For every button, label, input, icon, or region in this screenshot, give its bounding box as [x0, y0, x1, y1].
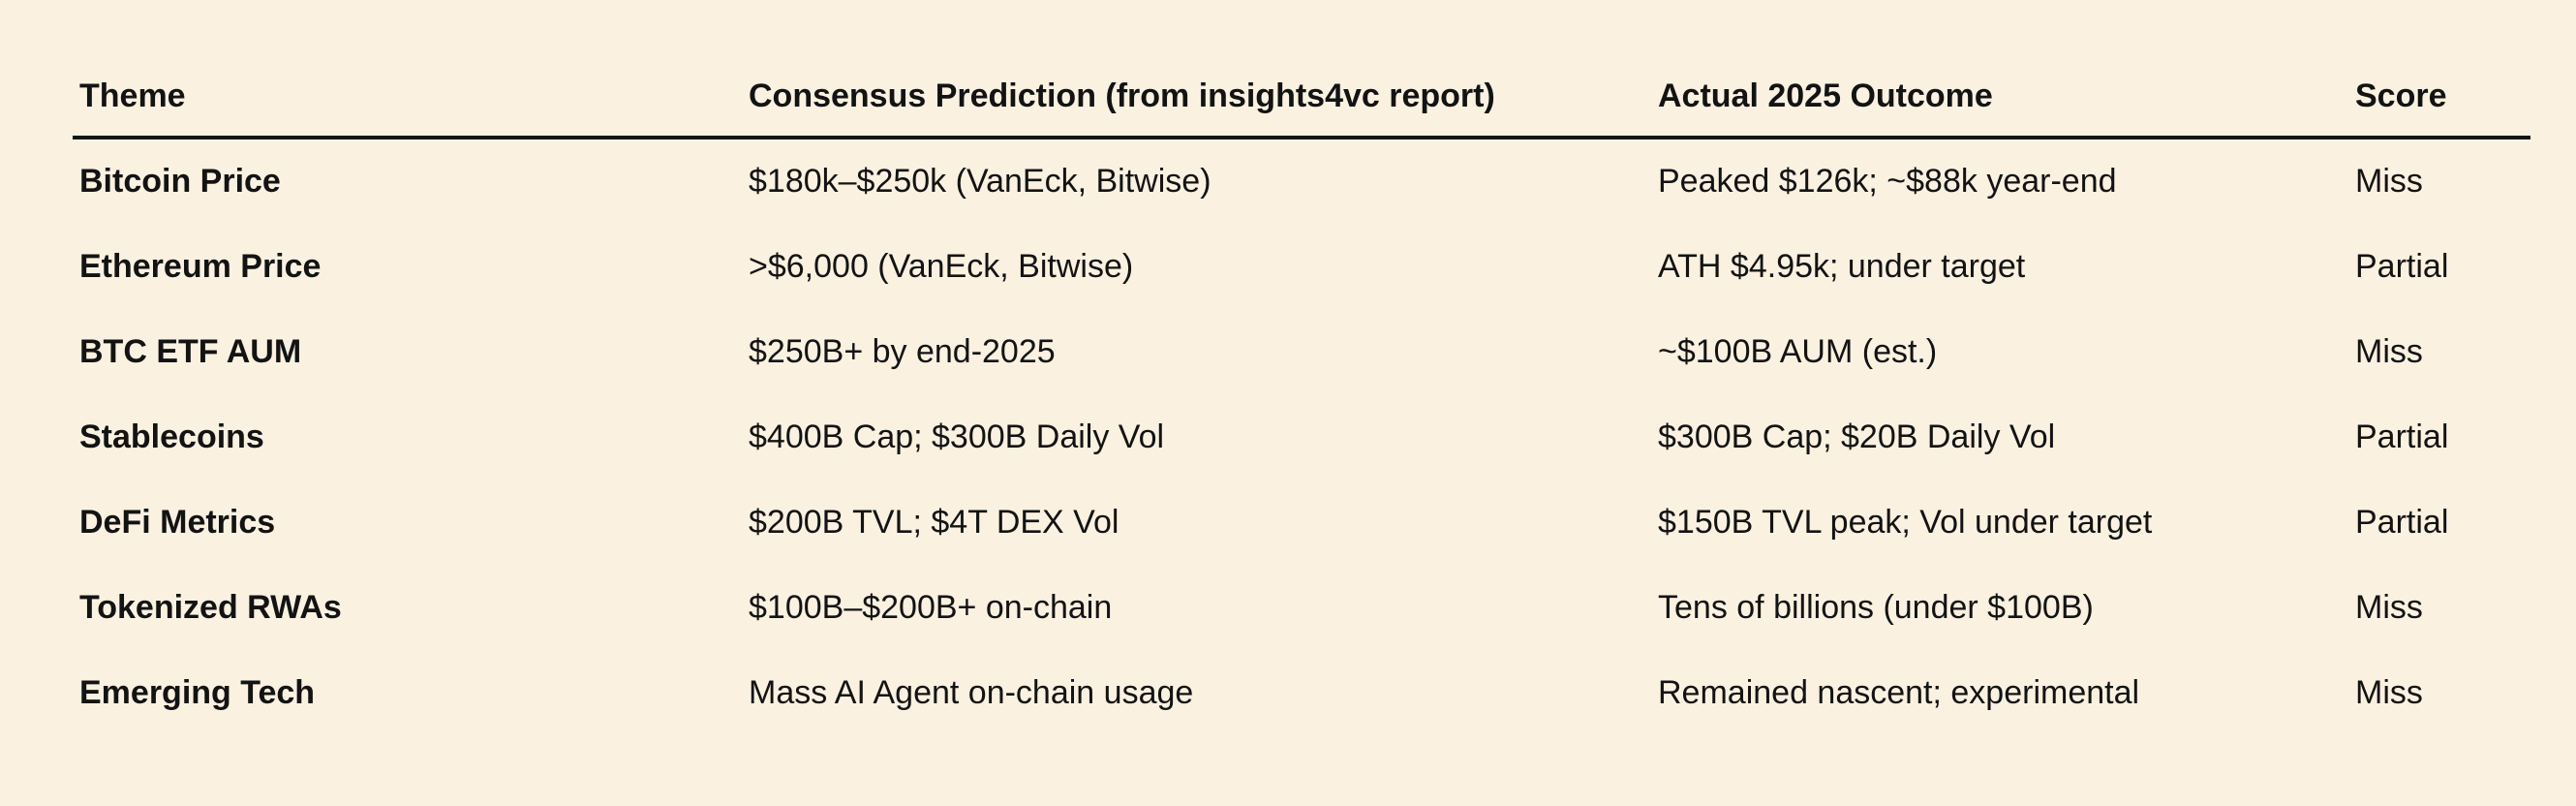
- outcome-cell: Remained nascent; experimental: [1658, 674, 2140, 712]
- score-cell: Partial: [2355, 418, 2449, 456]
- outcome-cell: Tens of billions (under $100B): [1658, 589, 2094, 627]
- outcome-cell: ATH $4.95k; under target: [1658, 248, 2026, 286]
- outcome-cell: $150B TVL peak; Vol under target: [1658, 504, 2153, 542]
- score-cell: Miss: [2355, 163, 2423, 201]
- outcome-cell: Peaked $126k; ~$88k year-end: [1658, 163, 2117, 201]
- score-cell: Partial: [2355, 504, 2449, 542]
- score-cell: Miss: [2355, 333, 2423, 371]
- prediction-cell: $100B–$200B+ on-chain: [749, 589, 1113, 627]
- table-row: Emerging Tech Mass AI Agent on-chain usa…: [73, 651, 2530, 736]
- score-cell: Miss: [2355, 589, 2423, 627]
- table-row: Tokenized RWAs $100B–$200B+ on-chain Ten…: [73, 566, 2530, 651]
- outcome-cell: $300B Cap; $20B Daily Vol: [1658, 418, 2056, 456]
- prediction-cell: $250B+ by end-2025: [749, 333, 1056, 371]
- table-row: Ethereum Price >$6,000 (VanEck, Bitwise)…: [73, 225, 2530, 310]
- table-row: DeFi Metrics $200B TVL; $4T DEX Vol $150…: [73, 480, 2530, 566]
- table-row: Stablecoins $400B Cap; $300B Daily Vol $…: [73, 395, 2530, 480]
- column-header-prediction: Consensus Prediction (from insights4vc r…: [749, 77, 1495, 114]
- column-header-outcome: Actual 2025 Outcome: [1658, 77, 1993, 114]
- table-row: BTC ETF AUM $250B+ by end-2025 ~$100B AU…: [73, 310, 2530, 395]
- table-row: Bitcoin Price $180k–$250k (VanEck, Bitwi…: [73, 140, 2530, 225]
- theme-cell: Tokenized RWAs: [79, 589, 342, 627]
- theme-cell: DeFi Metrics: [79, 504, 276, 542]
- table-header-row: Theme Consensus Prediction (from insight…: [73, 0, 2530, 140]
- theme-cell: Bitcoin Price: [79, 163, 281, 201]
- prediction-cell: $180k–$250k (VanEck, Bitwise): [749, 163, 1211, 201]
- prediction-cell: $200B TVL; $4T DEX Vol: [749, 504, 1119, 542]
- theme-cell: Ethereum Price: [79, 248, 322, 286]
- theme-cell: Emerging Tech: [79, 674, 316, 712]
- column-header-theme: Theme: [79, 77, 186, 114]
- theme-cell: BTC ETF AUM: [79, 333, 302, 371]
- outcome-cell: ~$100B AUM (est.): [1658, 333, 1938, 371]
- score-cell: Miss: [2355, 674, 2423, 712]
- column-header-score: Score: [2355, 77, 2447, 114]
- prediction-scorecard-table: Theme Consensus Prediction (from insight…: [73, 0, 2530, 736]
- theme-cell: Stablecoins: [79, 418, 264, 456]
- prediction-cell: >$6,000 (VanEck, Bitwise): [749, 248, 1134, 286]
- prediction-cell: $400B Cap; $300B Daily Vol: [749, 418, 1165, 456]
- prediction-cell: Mass AI Agent on-chain usage: [749, 674, 1194, 712]
- score-cell: Partial: [2355, 248, 2449, 286]
